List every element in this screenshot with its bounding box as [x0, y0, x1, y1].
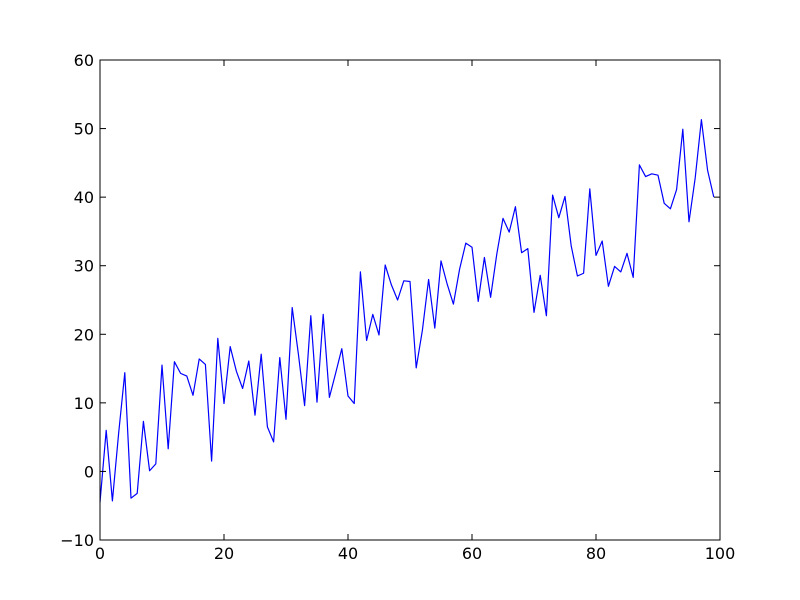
- y-tick-label: 40: [74, 188, 94, 207]
- y-tick-label: 20: [74, 325, 94, 344]
- y-tick-label: 30: [74, 257, 94, 276]
- y-tick-label: 60: [74, 51, 94, 70]
- axes-frame: [99, 59, 721, 541]
- x-tick-label: 60: [462, 544, 482, 563]
- y-tick-label: 10: [74, 394, 94, 413]
- x-tick-label: 40: [338, 544, 358, 563]
- series-line-0: [99, 119, 715, 503]
- y-tick-label: 0: [84, 462, 94, 481]
- x-tick-label: 20: [214, 544, 234, 563]
- y-tick-label: 50: [74, 120, 94, 139]
- plot-area: [99, 119, 715, 503]
- y-tick-label: −10: [60, 531, 94, 550]
- x-tick-label: 80: [586, 544, 606, 563]
- x-tick-label: 100: [705, 544, 736, 563]
- x-tick-label: 0: [95, 544, 105, 563]
